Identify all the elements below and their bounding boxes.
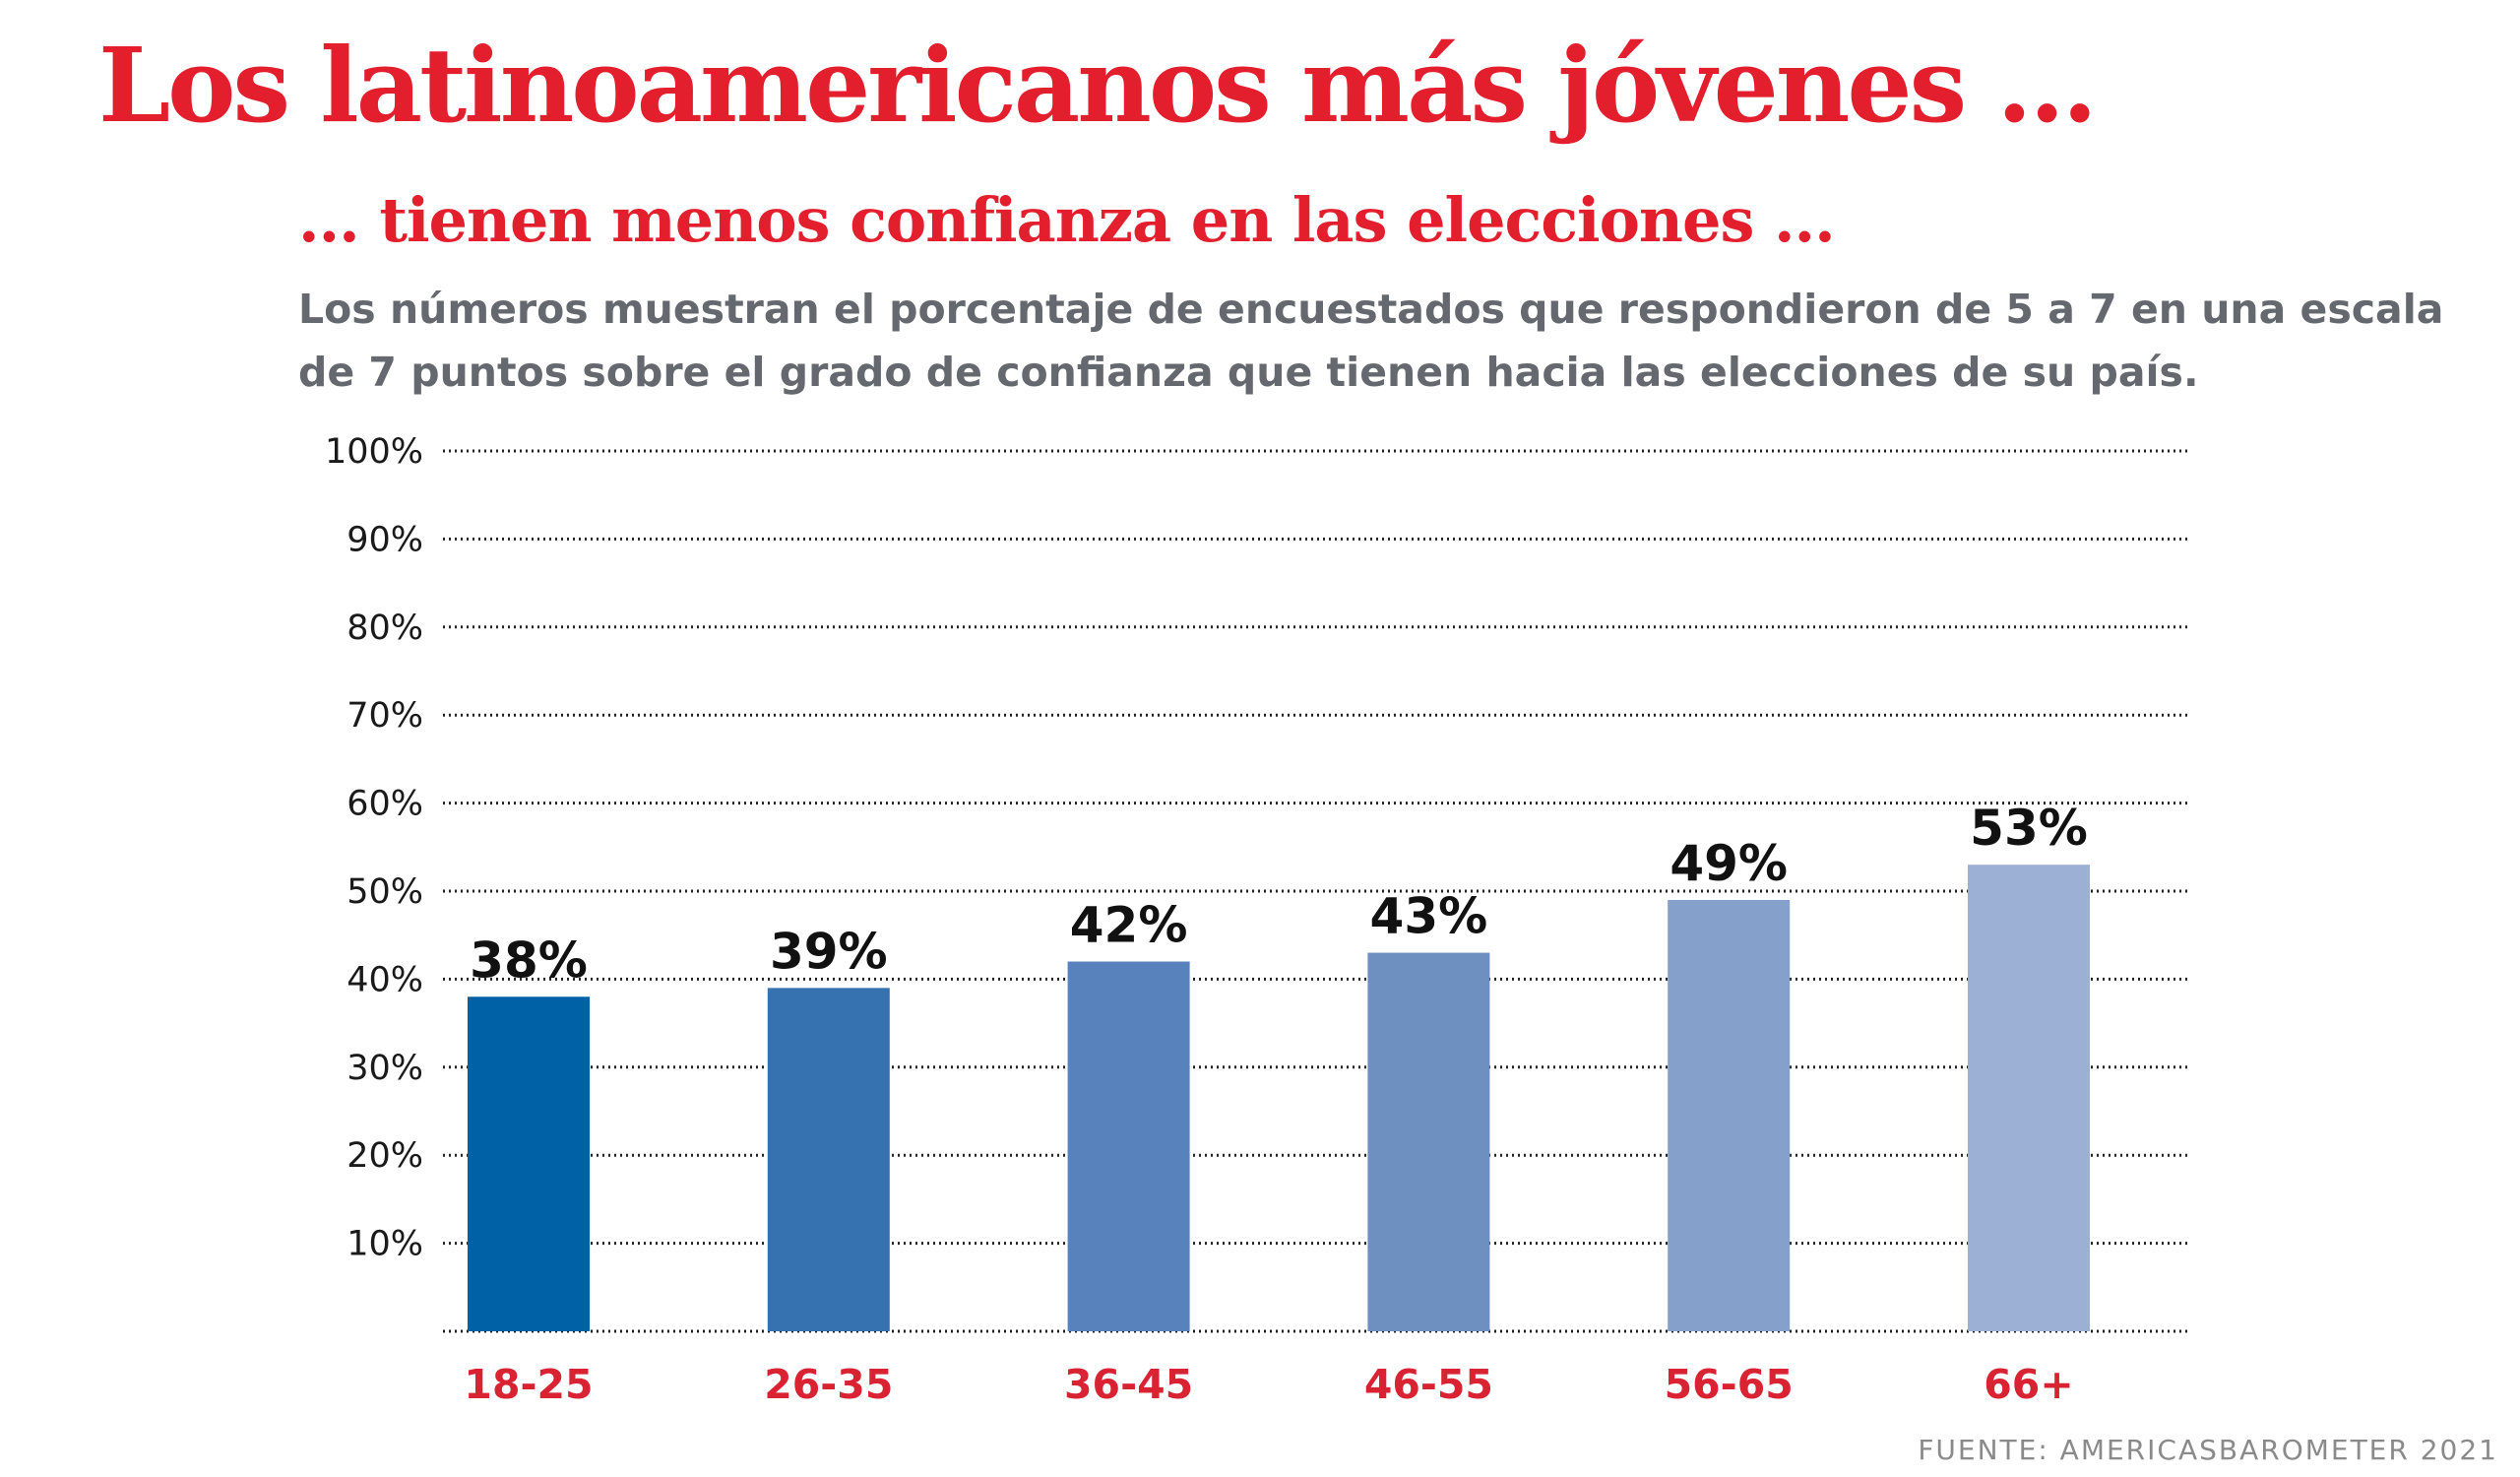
value-label: 38% [470, 931, 588, 989]
category-label: 56-65 [1665, 1361, 1794, 1408]
value-labels: 38% 39% 42% 43% 49% 53% [470, 800, 2088, 989]
value-label: 42% [1070, 897, 1188, 954]
y-tick-label: 100% [325, 432, 423, 472]
y-tick-label: 10% [346, 1225, 423, 1264]
value-label: 49% [1670, 835, 1788, 892]
y-tick-label: 50% [346, 872, 423, 912]
bars [468, 865, 2090, 1331]
category-label: 46-55 [1364, 1361, 1493, 1408]
y-tick-label: 30% [346, 1049, 423, 1088]
bar-26-35 [767, 988, 890, 1331]
category-labels: 18-25 26-35 36-45 46-55 56-65 66+ [464, 1361, 2073, 1408]
y-tick-label: 20% [346, 1136, 423, 1176]
gridlines [443, 449, 2187, 1333]
bar-36-45 [1067, 961, 1190, 1331]
chart-title: Los latinoamericanos más jóvenes ... [98, 25, 2098, 146]
bar-46-55 [1367, 952, 1490, 1331]
y-tick-label: 70% [346, 696, 423, 736]
value-label: 39% [770, 923, 888, 980]
y-axis-tick-labels: 10% 20% 30% 40% 50% 60% 70% 80% 90% 100% [325, 432, 423, 1264]
y-tick-label: 60% [346, 785, 423, 824]
value-label: 43% [1370, 888, 1488, 945]
y-tick-label: 80% [346, 609, 423, 648]
bar-18-25 [468, 996, 590, 1331]
category-label: 66+ [1984, 1361, 2073, 1408]
source-note: FUENTE: AMERICASBAROMETER 2021 [1918, 1434, 2498, 1466]
category-label: 36-45 [1064, 1361, 1193, 1408]
category-label: 18-25 [464, 1361, 593, 1408]
category-label: 26-35 [764, 1361, 893, 1408]
bar-66+ [1968, 865, 2090, 1331]
y-tick-label: 90% [346, 520, 423, 559]
value-label: 53% [1970, 800, 2088, 857]
chart-subtitle: ... tienen menos confianza en las elecci… [298, 184, 1836, 256]
y-tick-label: 40% [346, 960, 423, 999]
chart-description: Los números muestran el porcentaje de en… [298, 286, 2444, 396]
bar-chart: 10% 20% 30% 40% 50% 60% 70% 80% 90% 100% 38% 39% 42… [325, 432, 2187, 1408]
bar-56-65 [1668, 899, 1791, 1331]
